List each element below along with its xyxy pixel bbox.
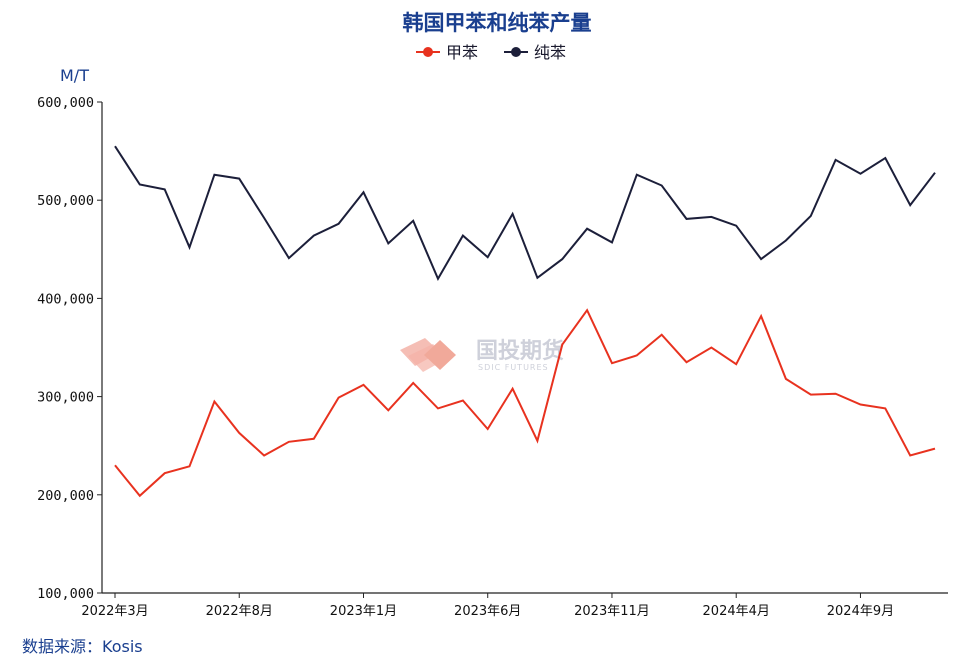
y-axis-unit-label: M/T xyxy=(60,66,89,85)
x-tick-label: 2023年11月 xyxy=(574,604,650,619)
legend-item-0: 甲苯 xyxy=(416,43,478,62)
x-tick-label: 2024年4月 xyxy=(703,604,770,619)
legend-label-1: 纯苯 xyxy=(534,43,566,62)
series-layer xyxy=(114,145,936,498)
data-source: 数据来源：Kosis xyxy=(22,637,143,656)
x-tick-label: 2022年3月 xyxy=(81,604,148,619)
legend-marker-0 xyxy=(423,47,433,57)
y-tick-label: 200,000 xyxy=(37,488,94,504)
y-tick-label: 100,000 xyxy=(37,586,94,602)
axes: 100,000 200,000 300,000 400,000 500,000 600,0… xyxy=(37,95,948,619)
chart-title: 韩国甲苯和纯苯产量 xyxy=(403,11,592,35)
y-tick-label: 500,000 xyxy=(37,193,94,209)
x-tick-label: 2024年9月 xyxy=(827,604,894,619)
watermark-logo-icon xyxy=(400,338,456,372)
x-tick-label: 2023年1月 xyxy=(330,604,397,619)
y-tick-label: 400,000 xyxy=(37,291,94,307)
legend: 甲苯 纯苯 xyxy=(416,43,566,62)
x-tick-label: 2023年6月 xyxy=(454,604,521,619)
watermark-name-en: SDIC FUTURES xyxy=(478,363,549,372)
x-tick-label: 2022年8月 xyxy=(206,604,273,619)
series-line-0 xyxy=(114,308,936,498)
watermark-name-cn: 国投期货 xyxy=(476,338,564,364)
legend-label-0: 甲苯 xyxy=(446,43,478,62)
watermark: 国投期货 SDIC FUTURES xyxy=(400,338,564,372)
series-line-1 xyxy=(114,145,936,282)
y-tick-label: 300,000 xyxy=(37,390,94,406)
y-tick-label: 600,000 xyxy=(37,95,94,111)
legend-marker-1 xyxy=(511,47,521,57)
legend-item-1: 纯苯 xyxy=(504,43,566,62)
